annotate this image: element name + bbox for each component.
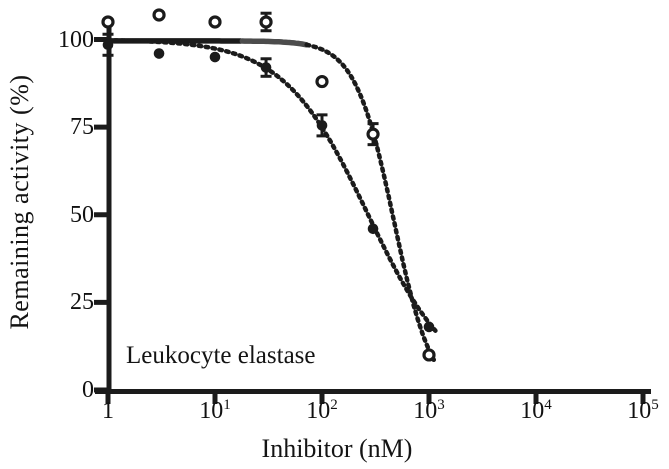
filled-circles-fit-dashed bbox=[105, 37, 438, 333]
y-tick-label: 75 bbox=[70, 114, 94, 141]
x-tick-label: 1 bbox=[102, 398, 114, 424]
open-circles-fit-dashed bbox=[304, 42, 438, 365]
data-point-filled-circle bbox=[209, 51, 221, 63]
data-point-filled-circle bbox=[316, 120, 328, 131]
y-tick-label: 25 bbox=[70, 289, 94, 316]
x-tick-label: 102 bbox=[306, 397, 338, 425]
y-axis-label: Remaining activity (%) bbox=[5, 74, 34, 330]
y-tick-label: 50 bbox=[70, 201, 94, 228]
chart-annotation: Leukocyte elastase bbox=[126, 342, 316, 369]
data-point-filled-circle bbox=[367, 223, 379, 235]
data-point-filled-circle bbox=[260, 62, 272, 73]
y-tick-label: 100 bbox=[58, 26, 94, 53]
data-point-open-circle bbox=[101, 15, 115, 29]
data-point-filled-circle bbox=[423, 321, 435, 333]
x-tick-label: 101 bbox=[199, 397, 231, 425]
y-tick-label: 0 bbox=[82, 377, 94, 403]
data-point-open-circle bbox=[208, 15, 222, 29]
data-point-open-circle bbox=[422, 348, 436, 362]
x-tick-label: 105 bbox=[627, 397, 659, 425]
data-point-filled-circle bbox=[102, 39, 114, 51]
x-axis-label: Inhibitor (nM) bbox=[261, 434, 413, 463]
data-point-open-circle bbox=[259, 15, 273, 29]
data-point-filled-circle bbox=[153, 48, 165, 59]
x-tick-label: 103 bbox=[413, 397, 445, 425]
data-point-open-circle bbox=[315, 74, 329, 89]
data-point-open-circle bbox=[366, 127, 380, 141]
x-tick-label: 104 bbox=[520, 397, 552, 425]
data-point-open-circle bbox=[152, 8, 166, 22]
open-circles-fit-grey bbox=[239, 38, 310, 48]
